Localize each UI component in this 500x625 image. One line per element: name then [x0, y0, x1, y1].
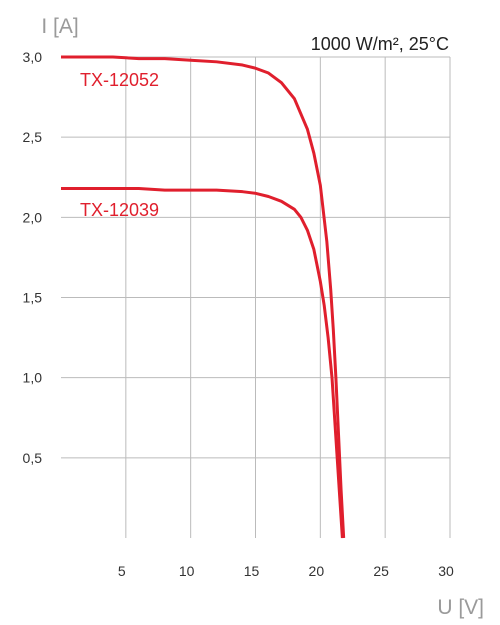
y-tick-label: 0,5: [23, 450, 43, 466]
series-label-tx-12039: TX-12039: [80, 200, 159, 220]
grid: [61, 56, 451, 538]
series-lines: [61, 55, 346, 539]
y-tick-labels: 0,5 1,0 1,5 2,0 2,5 3,0: [23, 49, 43, 466]
y-tick-label: 1,5: [23, 290, 43, 306]
x-tick-label: 30: [438, 563, 454, 579]
y-axis-title: I [A]: [41, 15, 78, 38]
series-label-tx-12052: TX-12052: [80, 70, 159, 90]
y-tick-label: 1,0: [23, 370, 43, 386]
x-tick-label: 25: [373, 563, 389, 579]
series-line-tx-12039: [61, 186, 344, 539]
y-tick-label: 2,0: [23, 209, 43, 225]
y-tick-label: 2,5: [23, 129, 43, 145]
x-tick-label: 5: [118, 563, 126, 579]
test-condition-label: 1000 W/m², 25°C: [311, 34, 449, 54]
y-tick-label: 3,0: [23, 49, 43, 65]
x-tick-labels: 5 10 15 20 25 30: [118, 563, 454, 579]
x-tick-label: 10: [179, 563, 195, 579]
x-tick-label: 15: [244, 563, 260, 579]
x-axis-title: U [V]: [437, 596, 484, 619]
x-tick-label: 20: [309, 563, 325, 579]
series-line-tx-12052: [61, 55, 346, 539]
